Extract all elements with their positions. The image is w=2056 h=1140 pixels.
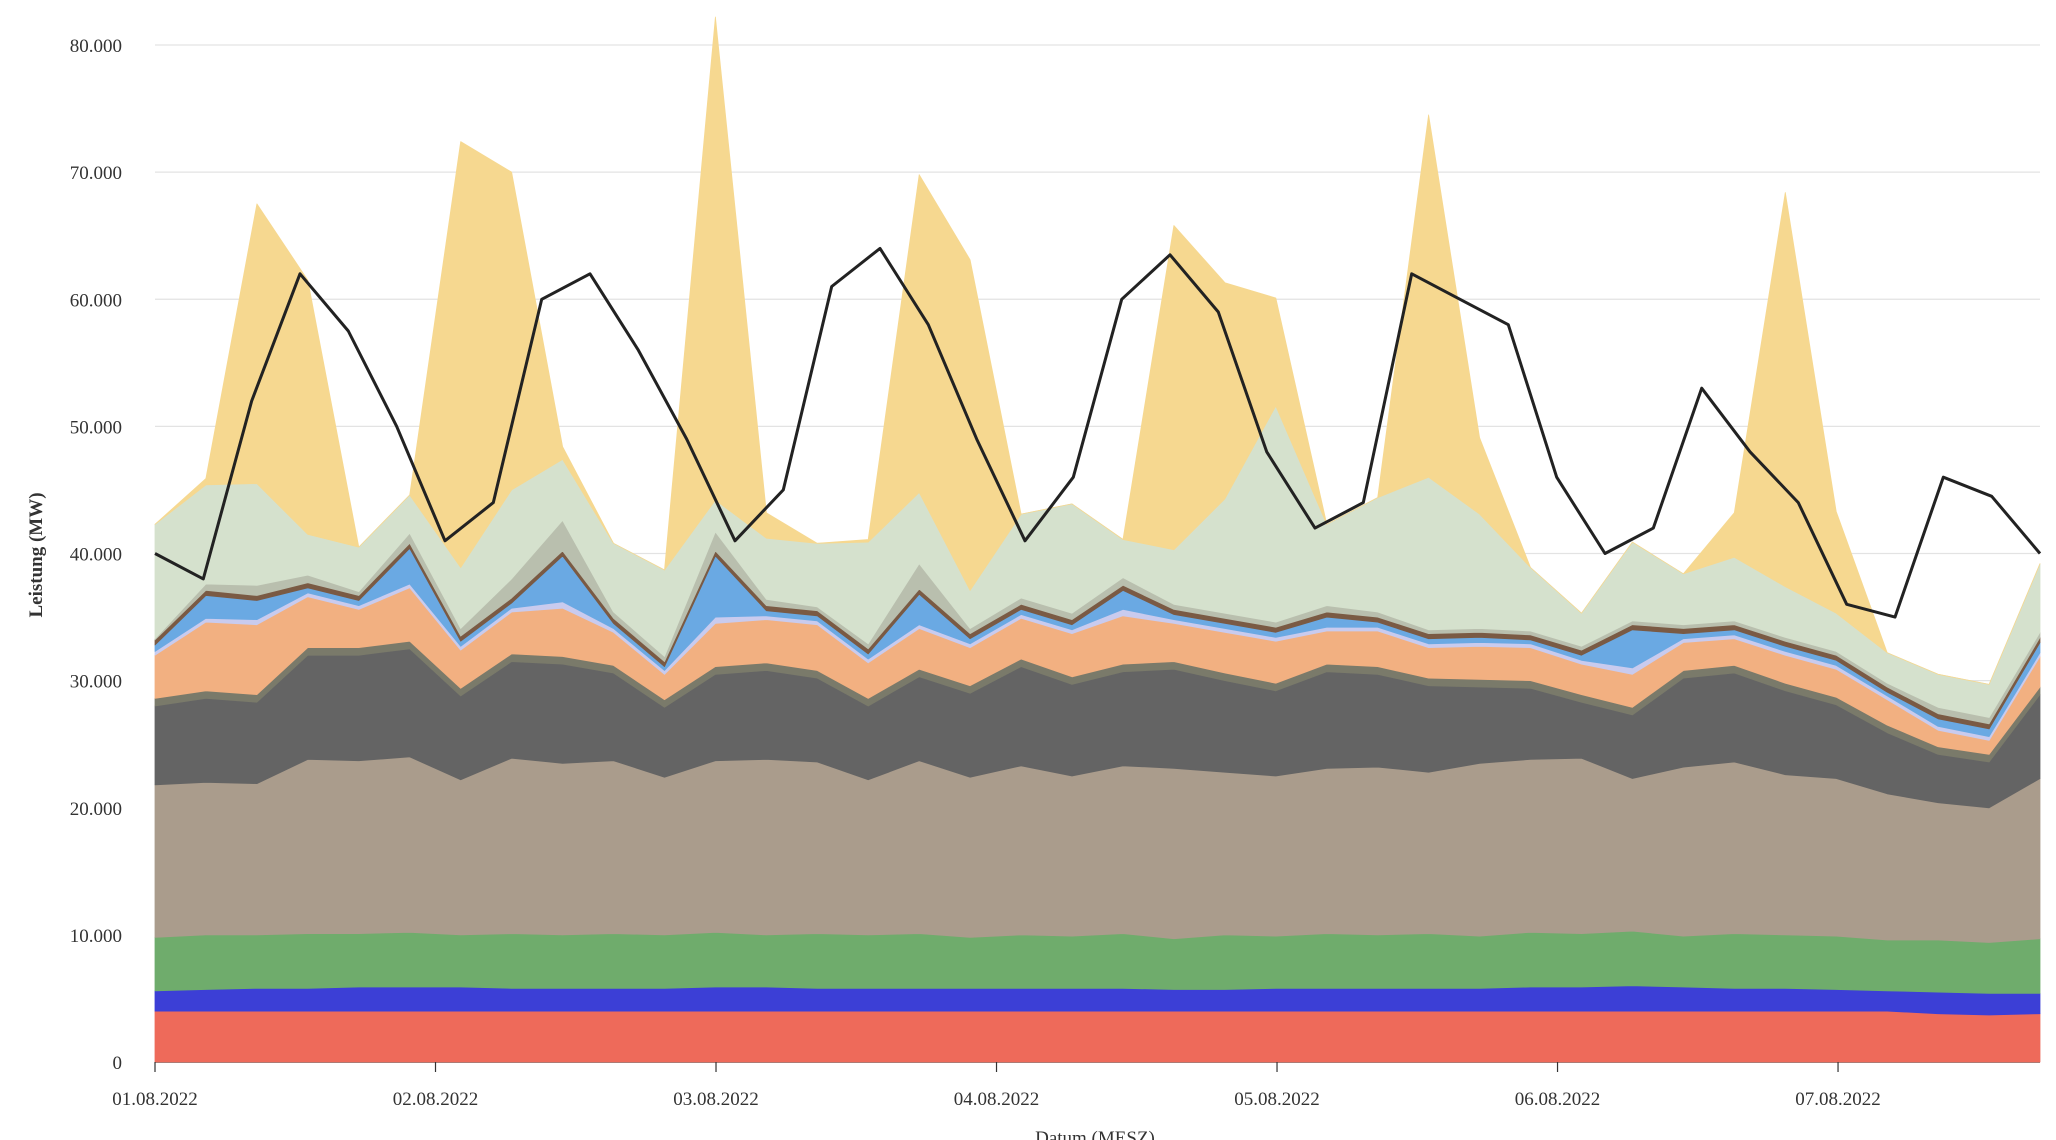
y-tick-label: 0 (113, 1053, 123, 1074)
y-tick-label: 50.000 (70, 417, 122, 438)
y-axis: 0 10.000 20.000 30.000 40.000 50.000 60.000 70.… (70, 36, 122, 1074)
y-axis-title: Leistung (MW) (26, 492, 47, 617)
x-axis: 01.08.2022 02.08.2022 03.08.2022 04.08.2022… (112, 1062, 1881, 1110)
x-tick-label: 03.08.2022 (673, 1089, 759, 1110)
y-tick-label: 80.000 (70, 36, 122, 57)
y-tick-label: 70.000 (70, 163, 122, 184)
series-area (154, 756, 2041, 943)
stacked-areas (154, 16, 2041, 1063)
x-tick-label: 04.08.2022 (954, 1089, 1040, 1110)
series-area (154, 985, 2041, 1016)
y-tick-label: 30.000 (70, 672, 122, 693)
load-line-layer (154, 246, 2042, 619)
load-line (154, 246, 2042, 619)
x-tick-label: 02.08.2022 (393, 1089, 479, 1110)
series-area (154, 930, 2041, 994)
x-tick-label: 07.08.2022 (1795, 1089, 1881, 1110)
y-tick-label: 20.000 (70, 799, 122, 820)
y-tick-label: 10.000 (70, 926, 122, 947)
y-tick-label: 40.000 (70, 545, 122, 566)
x-tick-label: 01.08.2022 (112, 1089, 198, 1110)
x-axis-title: Datum (MESZ) (1035, 1128, 1155, 1140)
y-tick-label: 60.000 (70, 290, 122, 311)
series-area (154, 1010, 2041, 1063)
series-area (154, 16, 2041, 685)
x-tick-label: 06.08.2022 (1515, 1089, 1601, 1110)
x-tick-label: 05.08.2022 (1234, 1089, 1320, 1110)
